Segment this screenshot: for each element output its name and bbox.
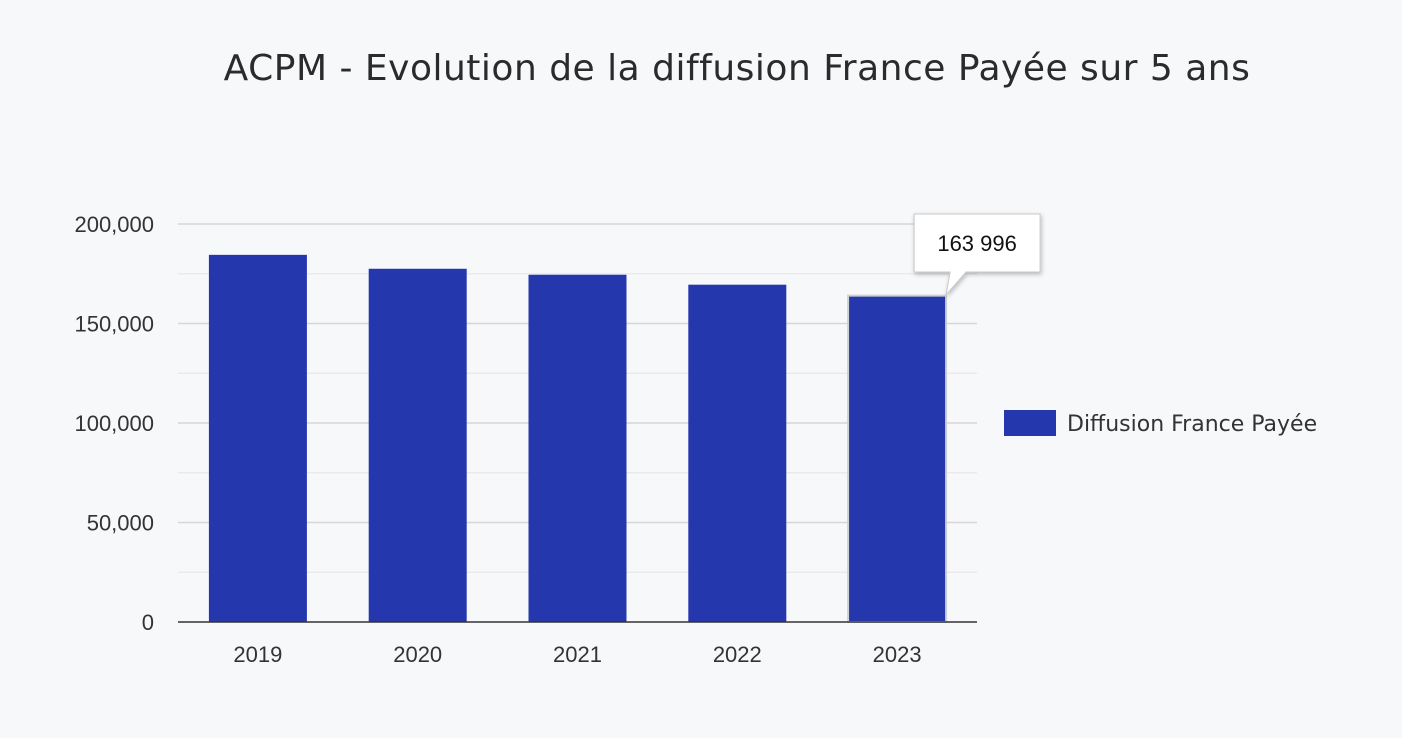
y-tick-label: 150,000: [74, 312, 154, 337]
y-tick-label: 0: [142, 610, 154, 635]
bar-2021[interactable]: [528, 274, 627, 622]
x-tick-label: 2020: [393, 642, 442, 667]
bars: [208, 254, 948, 623]
bar-2022[interactable]: [688, 284, 787, 622]
legend-label: Diffusion France Payée: [1067, 412, 1317, 437]
tooltip-box: [913, 213, 1041, 297]
legend[interactable]: Diffusion France Payée: [1004, 410, 1317, 437]
bar-2023[interactable]: [847, 294, 948, 623]
x-tick-label: 2019: [233, 642, 282, 667]
legend-swatch: [1004, 410, 1056, 436]
bar-2019[interactable]: [208, 254, 307, 622]
y-tick-label: 100,000: [74, 411, 154, 436]
tooltip-value: 163 996: [937, 231, 1017, 256]
x-tick-label: 2023: [873, 642, 922, 667]
tooltip: 163 996: [913, 213, 1041, 297]
bar-2020[interactable]: [368, 268, 467, 622]
x-tick-label: 2021: [553, 642, 602, 667]
axes: 0 50,000 100,000 150,000 200,000 2019 2020 2021…: [74, 212, 977, 667]
y-tick-label: 200,000: [74, 212, 154, 237]
chart-title: ACPM - Evolution de la diffusion France …: [223, 48, 1251, 89]
y-tick-label: 50,000: [87, 511, 154, 536]
x-tick-label: 2022: [713, 642, 762, 667]
